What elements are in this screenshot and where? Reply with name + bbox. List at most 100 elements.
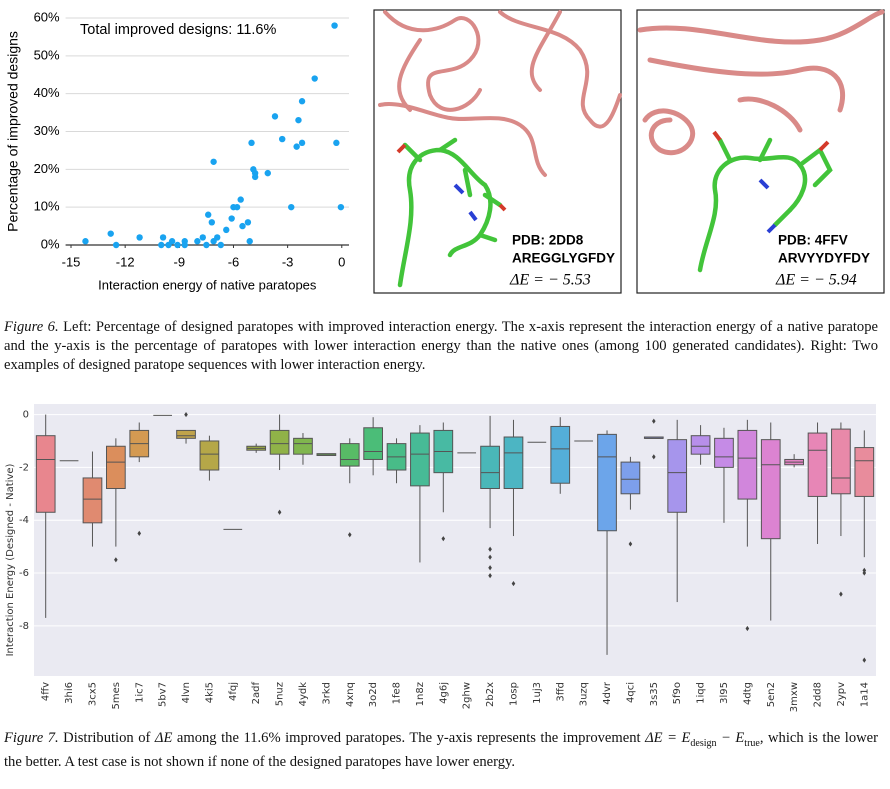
outlier	[652, 418, 656, 424]
x-tick-label: 3hi6	[64, 682, 75, 704]
box	[176, 429, 196, 439]
box	[550, 425, 571, 484]
caption-math: ΔE = E	[645, 730, 691, 746]
y-tick-label: 60%	[34, 9, 60, 24]
point	[295, 116, 302, 124]
box	[410, 432, 430, 487]
point	[194, 238, 201, 245]
outlier	[184, 411, 188, 418]
box	[831, 428, 851, 495]
x-tick-label: 4qci	[625, 682, 636, 703]
y-tick-label: 40%	[34, 85, 60, 100]
box	[199, 440, 220, 471]
x-tick-label: 1osp	[508, 682, 519, 706]
x-tick-label: 1n8z	[415, 682, 426, 706]
point	[158, 241, 165, 249]
x-tick-label: 4ydk	[298, 682, 309, 707]
point	[251, 173, 259, 181]
x-tick-label: 3cx5	[87, 682, 98, 706]
point	[233, 203, 241, 211]
x-tick-label: 5nuz	[275, 682, 286, 706]
panel-pdb: PDB: 4FFV	[778, 233, 848, 248]
box	[363, 427, 383, 460]
x-tick-label: 4g6j	[438, 682, 449, 704]
annotation: Total improved designs: 11.6%	[80, 22, 277, 38]
point	[174, 241, 181, 249]
point	[331, 22, 338, 29]
x-tick-label: -3	[282, 254, 294, 269]
caption-math: ΔE	[154, 730, 173, 746]
point	[107, 230, 114, 237]
x-tick-label: 2ypv	[836, 682, 847, 707]
x-tick-label: 4ffv	[41, 682, 52, 701]
point	[203, 241, 210, 249]
x-tick-label: 1iqd	[696, 682, 707, 704]
outlier	[488, 546, 492, 552]
outlier	[347, 532, 352, 538]
x-tick-label: -12	[116, 254, 135, 269]
x-tick-label: 3o2d	[368, 682, 379, 707]
point	[298, 98, 306, 105]
point	[248, 139, 255, 147]
plot-background	[34, 404, 876, 676]
y-tick-label: 30%	[34, 123, 60, 138]
x-tick-label: -15	[62, 254, 81, 269]
x-tick-label: 4xnq	[345, 682, 356, 707]
outlier	[441, 536, 446, 542]
y-tick-label: -6	[19, 568, 29, 579]
point	[159, 234, 167, 241]
point	[279, 135, 286, 143]
box	[503, 436, 524, 490]
caption-math: − E	[716, 730, 745, 746]
outlier	[628, 541, 633, 547]
point	[337, 203, 345, 211]
point	[136, 234, 143, 241]
panel-delta-e: ΔE = − 5.94	[775, 272, 857, 289]
x-tick-label: 2ghw	[462, 682, 473, 709]
point	[228, 215, 235, 222]
x-tick-label: 5bv7	[158, 682, 169, 707]
outlier	[277, 509, 282, 515]
caption-label: Figure 7.	[4, 730, 59, 746]
caption-text: , which is the lower the better. A test …	[4, 730, 878, 770]
point	[214, 234, 221, 241]
x-tick-label: 1uj3	[532, 682, 543, 704]
x-tick-label: 4fqj	[228, 682, 239, 701]
box	[106, 445, 126, 490]
outlier	[839, 591, 843, 597]
outlier	[652, 454, 656, 460]
y-tick-label: 0%	[41, 236, 60, 251]
point	[112, 241, 120, 249]
point	[208, 219, 216, 226]
x-tick-label: 2dd8	[813, 682, 824, 707]
x-tick-label: 0	[338, 254, 345, 269]
x-tick-label: 3mxw	[789, 682, 800, 712]
point	[311, 75, 318, 82]
point	[205, 211, 212, 218]
point	[271, 113, 279, 120]
y-tick-label: -4	[19, 515, 29, 526]
box	[293, 437, 313, 455]
panel-sequence: AREGGLYGFDY	[512, 251, 615, 266]
box	[807, 432, 828, 497]
x-tick-label: 3ffd	[555, 682, 566, 702]
point	[237, 196, 244, 203]
point	[288, 203, 295, 211]
point	[82, 238, 89, 245]
point	[333, 139, 340, 147]
box	[82, 477, 103, 524]
x-tick-label: 4ki5	[204, 682, 215, 703]
figure-7-caption: Figure 7. Distribution of ΔE among the 1…	[4, 729, 878, 772]
x-tick-label: 4dvr	[602, 681, 613, 705]
x-tick-label: 3s35	[649, 682, 660, 706]
caption-text: Left: Percentage of designed paratopes w…	[4, 319, 878, 373]
figure-6-caption: Figure 6. Left: Percentage of designed p…	[4, 318, 878, 375]
y-tick-label: 20%	[34, 161, 60, 176]
outlier	[745, 625, 750, 632]
x-tick-label: 4dtg	[742, 682, 753, 705]
caption-subscript: design	[690, 737, 717, 749]
y-tick-label: 0	[23, 410, 29, 421]
box	[854, 447, 875, 497]
y-tick-label: -2	[19, 462, 29, 473]
